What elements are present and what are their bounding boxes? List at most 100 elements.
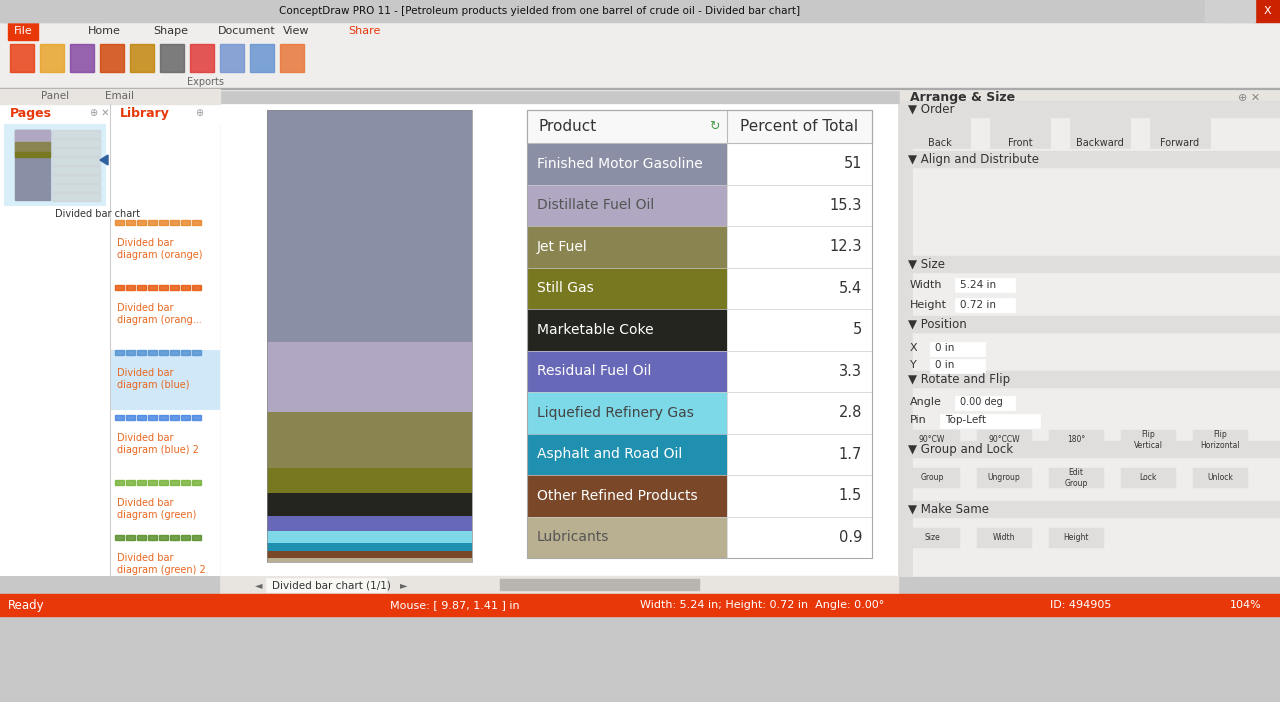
Text: Email: Email: [105, 91, 134, 101]
Bar: [0, 22, 1280, 40]
Bar: [527, 350, 727, 392]
Bar: [280, 44, 305, 72]
Text: Ready: Ready: [8, 599, 45, 611]
Text: ↻: ↻: [709, 120, 719, 133]
Bar: [527, 185, 727, 226]
Text: Angle: Angle: [910, 397, 942, 407]
Bar: [137, 415, 146, 420]
Bar: [900, 151, 1280, 167]
Bar: [977, 468, 1032, 488]
Bar: [900, 501, 1280, 517]
Bar: [900, 101, 1280, 117]
Bar: [125, 285, 134, 290]
Bar: [8, 22, 38, 40]
Bar: [192, 285, 201, 290]
Bar: [527, 475, 727, 517]
Bar: [1121, 430, 1176, 450]
Text: Divided bar
diagram (blue) 2: Divided bar diagram (blue) 2: [116, 433, 198, 456]
Text: ▼ Position: ▼ Position: [908, 317, 966, 331]
Text: Asphalt and Road Oil: Asphalt and Road Oil: [538, 447, 682, 461]
Text: Home: Home: [88, 26, 120, 36]
Text: 0 in: 0 in: [934, 360, 955, 370]
Bar: [137, 535, 146, 540]
Bar: [180, 535, 189, 540]
Bar: [125, 480, 134, 485]
Text: Width: Width: [993, 534, 1015, 543]
Bar: [125, 220, 134, 225]
Text: Divided bar chart (1/1): Divided bar chart (1/1): [273, 580, 390, 590]
Bar: [170, 535, 179, 540]
Text: 5.4: 5.4: [838, 281, 861, 296]
Bar: [1070, 118, 1130, 148]
Bar: [148, 480, 157, 485]
Polygon shape: [100, 155, 108, 165]
Bar: [170, 220, 179, 225]
Text: Product: Product: [539, 119, 598, 134]
Bar: [268, 515, 472, 531]
Text: Back: Back: [928, 138, 952, 148]
Bar: [180, 480, 189, 485]
Bar: [52, 139, 100, 147]
Bar: [1149, 118, 1210, 148]
Text: Divided bar
diagram (orange): Divided bar diagram (orange): [116, 238, 202, 260]
Text: Percent of Total: Percent of Total: [740, 119, 859, 134]
Bar: [900, 441, 1280, 457]
Text: ⊕ ✕: ⊕ ✕: [1238, 93, 1260, 103]
Bar: [0, 104, 108, 122]
Bar: [955, 396, 1015, 410]
Bar: [52, 184, 100, 192]
Bar: [900, 316, 1280, 332]
Bar: [115, 350, 124, 355]
Bar: [125, 535, 134, 540]
Bar: [1204, 0, 1230, 22]
Bar: [137, 480, 146, 485]
Text: 1.7: 1.7: [838, 446, 861, 462]
Bar: [110, 104, 220, 122]
Bar: [148, 535, 157, 540]
Bar: [180, 350, 189, 355]
Bar: [1193, 430, 1248, 450]
Bar: [148, 415, 157, 420]
Bar: [52, 130, 100, 138]
Bar: [170, 350, 179, 355]
Text: Document: Document: [218, 26, 275, 36]
Text: File: File: [14, 26, 32, 36]
Text: Mouse: [ 9.87, 1.41 ] in: Mouse: [ 9.87, 1.41 ] in: [390, 600, 520, 610]
Bar: [125, 415, 134, 420]
Text: Shape: Shape: [154, 26, 188, 36]
Bar: [15, 130, 50, 200]
Text: Distillate Fuel Oil: Distillate Fuel Oil: [538, 198, 654, 212]
Bar: [900, 256, 1280, 272]
Bar: [955, 298, 1015, 312]
Bar: [220, 104, 899, 576]
Text: 0.00 deg: 0.00 deg: [960, 397, 1002, 407]
Bar: [137, 285, 146, 290]
Bar: [1254, 0, 1280, 22]
Text: Liquefied Refinery Gas: Liquefied Refinery Gas: [538, 406, 694, 420]
Text: 15.3: 15.3: [829, 198, 861, 213]
Text: Arrange & Size: Arrange & Size: [910, 91, 1015, 105]
Text: ID: 494905: ID: 494905: [1050, 600, 1111, 610]
Bar: [900, 371, 1280, 387]
Text: 180°: 180°: [1066, 435, 1085, 444]
Bar: [159, 350, 168, 355]
Text: Divided bar
diagram (green) 2: Divided bar diagram (green) 2: [116, 553, 206, 576]
Text: View: View: [283, 26, 310, 36]
Text: ►: ►: [399, 580, 407, 590]
Text: 12.3: 12.3: [829, 239, 861, 254]
Bar: [180, 220, 189, 225]
Text: 104%: 104%: [1230, 600, 1262, 610]
Bar: [727, 226, 872, 267]
Text: Size: Size: [924, 534, 940, 543]
Text: Group: Group: [920, 474, 943, 482]
Text: Height: Height: [910, 300, 947, 310]
Bar: [189, 44, 214, 72]
Text: Marketable Coke: Marketable Coke: [538, 323, 654, 337]
Bar: [527, 392, 727, 434]
Bar: [220, 44, 244, 72]
Text: 3.3: 3.3: [838, 364, 861, 379]
Bar: [0, 594, 1280, 616]
Text: Other Refined Products: Other Refined Products: [538, 489, 698, 503]
Text: Divided bar
diagram (green): Divided bar diagram (green): [116, 498, 196, 520]
Text: Width: Width: [910, 280, 942, 290]
